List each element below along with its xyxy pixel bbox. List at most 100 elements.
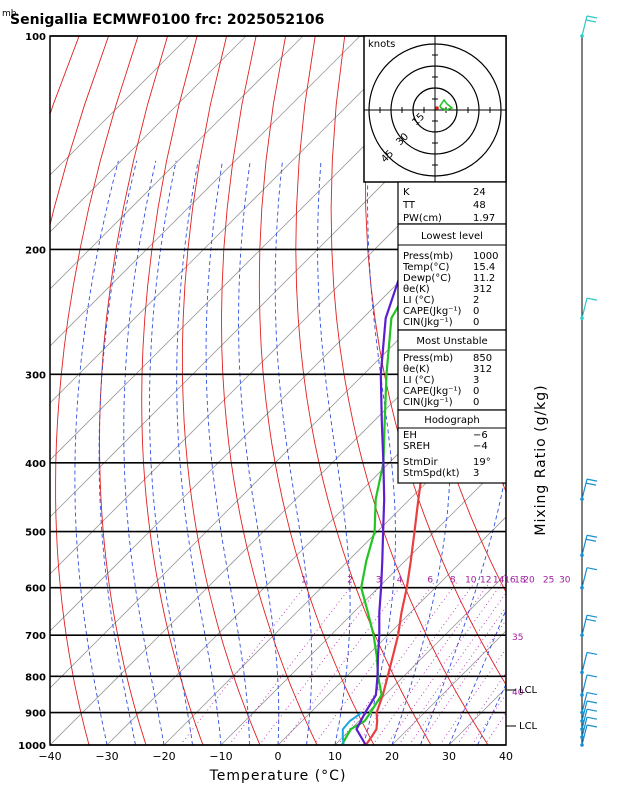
mixing-ratio-line (386, 582, 503, 745)
pressure-tick-500: 500 (25, 528, 46, 539)
mu-li-label: LI (°C) (403, 375, 435, 386)
pressure-tick-400: 400 (25, 459, 46, 470)
lowest-cape-label: CAPE(Jkg⁻¹) (403, 306, 461, 317)
wind-barb-flag (585, 19, 597, 23)
index-pw-label: PW(cm) (403, 213, 442, 224)
most-unstable-box (397, 329, 507, 411)
wind-barb-shaft (581, 567, 588, 588)
wind-barb-flag (586, 534, 598, 538)
mixing-ratio-label: 2 (347, 576, 353, 586)
parcel-profile (355, 36, 498, 745)
pressure-tick-200: 200 (25, 245, 46, 256)
lowest-press-value: 1000 (473, 251, 498, 262)
wind-barb-shaft (581, 478, 588, 500)
index-k-value: 24 (473, 187, 486, 198)
isotherm-line (163, 402, 506, 745)
mixing-ratio-line (180, 582, 309, 745)
mu-cin-value: 0 (473, 397, 479, 408)
temp-tick-30: 30 (442, 750, 456, 763)
isotherm-line (50, 36, 304, 290)
mixing-ratio-label: 16 (504, 576, 516, 586)
wind-barb-flag (586, 15, 598, 19)
wind-barb-flag (586, 691, 598, 696)
hodograph-unit: knots (368, 39, 395, 50)
isotherm-lines (50, 36, 506, 745)
lowest-temp-label: Temp(°C) (402, 262, 450, 273)
temp-tick-m40: −40 (38, 750, 61, 763)
mixing-ratio-label: 4 (397, 576, 403, 586)
pressure-unit-label: mb (2, 9, 17, 19)
wind-barb-shaft (581, 692, 588, 713)
dry-adiabat-line (99, 36, 169, 745)
wind-barb-shaft (581, 297, 588, 319)
dry-adiabat-lines (0, 36, 618, 745)
isotherm-line (50, 36, 190, 176)
sreh-label: SREH (403, 441, 430, 452)
pressure-tick-100: 100 (25, 32, 46, 43)
mixing-ratio-label: 3 (376, 576, 382, 586)
temp-tick-0: 0 (275, 750, 282, 763)
wind-barb-shaft (581, 709, 588, 730)
wind-barb-flag (586, 614, 598, 618)
mixing-ratio-label: 20 (523, 576, 535, 586)
pressure-tick-300: 300 (25, 370, 46, 381)
dry-adiabat-line (364, 36, 506, 686)
temp-tick-m30: −30 (95, 750, 118, 763)
temp-tick-m20: −20 (152, 750, 175, 763)
dry-adiabat-line (55, 36, 139, 745)
moist-adiabat-line (98, 160, 138, 745)
isotherm-line (334, 573, 506, 745)
mixing-ratio-lines (180, 582, 506, 745)
hodograph-trace (439, 98, 454, 111)
dry-adiabat-line (258, 36, 375, 745)
temp-tick-m10: −10 (209, 750, 232, 763)
lowest-cape-value: 0 (473, 306, 479, 317)
storm-motion-marker (435, 106, 439, 110)
mixing-ratio-axis-label: Mixing Ratio (g/kg) (533, 384, 549, 535)
dry-adiabat-line (141, 36, 204, 745)
index-k-label: K (403, 187, 410, 198)
isotherm-line (50, 36, 247, 233)
stmspd-value: 3 (473, 468, 479, 479)
dry-adiabat-line (0, 36, 20, 745)
stmdir-value: 19° (473, 457, 491, 468)
moist-adiabat-line (317, 160, 351, 745)
moist-adiabat-line (505, 743, 506, 745)
mixing-ratio-label: 18 (514, 576, 526, 586)
wind-barb-flag (586, 708, 598, 712)
wind-barbs (580, 15, 598, 747)
dry-adiabat-line (610, 36, 618, 745)
lowest-cin-value: 0 (473, 317, 479, 328)
isotherm-line (50, 36, 418, 404)
lowest-temp-value: 15.4 (473, 262, 495, 273)
mu-li-value: 3 (473, 375, 479, 386)
low-level-profile (341, 711, 363, 745)
dry-adiabat-line (221, 36, 318, 745)
wind-barb-flag (586, 297, 598, 301)
index-tt-label: TT (402, 200, 416, 211)
mixing-ratio-line (228, 582, 355, 745)
mixing-ratio-label: 12 (480, 576, 491, 586)
wind-barb-shaft (581, 700, 588, 722)
wind-barb-flag (586, 724, 598, 728)
mixing-ratio-label: 30 (559, 576, 571, 586)
index-pw-value: 1.97 (473, 213, 495, 224)
temp-tick-10: 10 (328, 750, 342, 763)
isotherm-line (277, 516, 506, 745)
wind-barb-shaft (581, 615, 588, 636)
sreh-value: −4 (473, 441, 488, 452)
mixing-ratio-label: 8 (450, 576, 456, 586)
wind-barb-flag (586, 716, 598, 720)
wind-barb-flag (586, 651, 598, 656)
stmdir-label: StmDir (403, 457, 438, 468)
moist-adiabat-line (477, 683, 506, 745)
dry-adiabat-line (295, 36, 432, 745)
index-tt-value: 48 (473, 200, 486, 211)
lowest-dewp-label: Dewp(°C) (403, 273, 451, 284)
isotherm-line (50, 231, 506, 689)
moist-adiabat-line (420, 160, 506, 745)
hodograph: knots 15 30 45 (363, 35, 507, 183)
wind-barb-shaft (581, 674, 588, 696)
wind-barb-shaft (581, 15, 588, 37)
